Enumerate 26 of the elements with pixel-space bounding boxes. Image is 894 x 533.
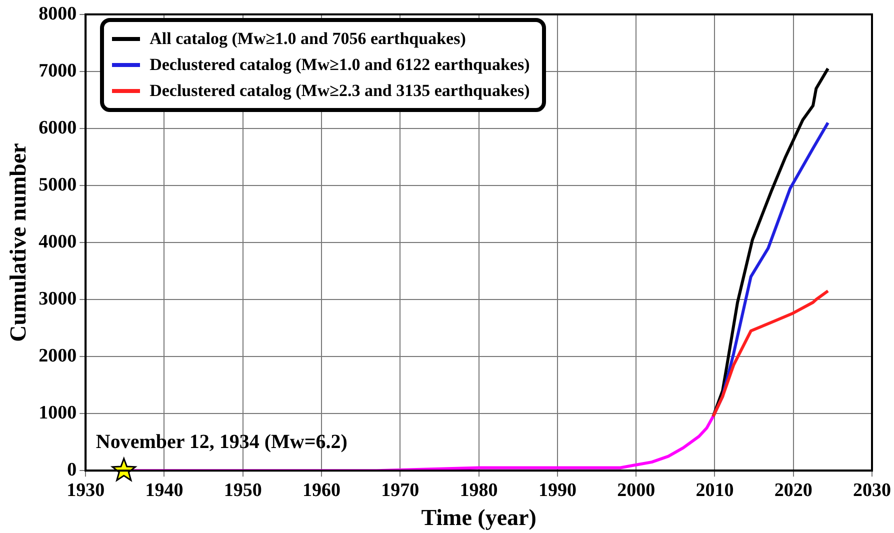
y-axis-title: Cumulative number [6, 143, 31, 342]
x-tick-label: 1970 [381, 480, 420, 501]
x-tick-label: 1930 [66, 480, 105, 501]
legend-label: Declustered catalog (Mw≥1.0 and 6122 earthquakes) [150, 54, 530, 76]
y-tick-label: 0 [67, 460, 77, 481]
x-tick-label: 1950 [224, 480, 262, 501]
y-tick-label: 3000 [38, 288, 77, 310]
x-axis-title: Time (year) [421, 505, 536, 530]
x-tick-label: 2000 [617, 480, 656, 501]
x-tick-label: 2030 [853, 480, 891, 501]
y-tick-label: 4000 [38, 231, 77, 252]
x-tick-label: 1990 [538, 480, 576, 501]
y-tick-label: 1000 [38, 402, 77, 424]
y-tick-label: 7000 [38, 60, 77, 82]
y-tick-label: 5000 [38, 174, 77, 196]
x-tick-label: 2010 [696, 480, 734, 501]
x-tick-label: 2020 [774, 480, 812, 501]
y-tick-label: 2000 [38, 345, 77, 366]
x-tick-label: 1960 [302, 480, 341, 501]
y-tick-label: 8000 [38, 3, 77, 24]
annotation: November 12, 1934 (Mw=6.2) [96, 430, 348, 453]
x-tick-label: 1940 [145, 480, 184, 501]
x-tick-label: 1980 [460, 480, 498, 501]
legend-label: All catalog (Mw≥1.0 and 7056 earthquakes) [150, 28, 466, 50]
y-tick-label: 6000 [38, 117, 77, 138]
legend-label: Declustered catalog (Mw≥2.3 and 3135 earthquakes) [150, 80, 530, 102]
